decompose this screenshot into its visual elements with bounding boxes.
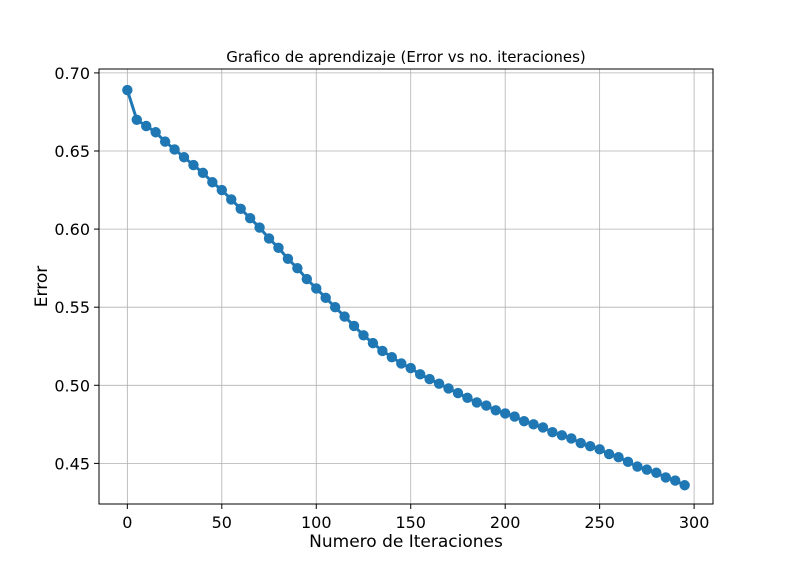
x-axis-ticks: 0 50 100 150 200 250 300 <box>122 504 709 532</box>
data-point <box>301 273 313 285</box>
data-point <box>122 84 133 96</box>
data-point <box>367 337 379 349</box>
data-point <box>424 373 435 385</box>
x-tick-label: 250 <box>584 513 615 532</box>
data-point <box>131 114 142 125</box>
y-tick-label: 0.45 <box>54 454 90 473</box>
y-tick-label: 0.70 <box>54 64 90 83</box>
y-tick-label: 0.65 <box>54 142 90 161</box>
data-point <box>405 362 416 374</box>
data-point <box>462 392 473 403</box>
data-point <box>594 444 605 455</box>
data-point <box>254 222 265 233</box>
data-point <box>197 167 209 179</box>
data-point <box>670 475 681 486</box>
data-point <box>433 378 445 389</box>
data-point <box>178 152 190 163</box>
x-tick-label: 50 <box>212 513 232 532</box>
data-point <box>150 127 161 138</box>
x-tick-label: 150 <box>395 513 426 532</box>
data-point <box>547 426 558 438</box>
data-point <box>528 419 539 430</box>
y-tick-label: 0.50 <box>54 376 90 395</box>
data-point <box>358 330 369 341</box>
data-point <box>159 136 171 147</box>
data-point <box>348 320 360 332</box>
y-tick-label: 0.60 <box>54 220 90 239</box>
data-point <box>207 177 218 188</box>
data-point <box>679 480 690 491</box>
data-point <box>320 292 331 304</box>
y-axis-label: Error <box>32 266 52 307</box>
data-point <box>585 441 596 452</box>
data-point <box>273 242 284 254</box>
data-point <box>169 144 180 155</box>
data-point <box>226 194 237 205</box>
x-tick-label: 100 <box>301 513 332 532</box>
data-point <box>263 233 275 244</box>
data-point <box>641 464 653 475</box>
data-point <box>339 311 350 322</box>
data-point <box>499 408 511 419</box>
data-point <box>537 422 549 433</box>
data-point <box>414 369 426 380</box>
data-point <box>566 433 577 444</box>
data-point <box>613 451 624 463</box>
data-point <box>377 345 388 357</box>
data-point <box>329 301 341 313</box>
x-tick-label: 0 <box>122 513 132 532</box>
data-point <box>651 467 662 478</box>
data-point <box>188 159 199 171</box>
plot-frame <box>98 68 714 505</box>
data-point <box>632 461 643 472</box>
grid-lines <box>99 69 713 504</box>
data-point <box>311 283 322 294</box>
y-axis-ticks: 0.45 0.50 0.55 0.60 0.65 0.70 <box>54 64 99 473</box>
chart-title: Grafico de aprendizaje (Error vs no. ite… <box>226 48 586 66</box>
data-point <box>235 203 246 214</box>
data-point <box>141 120 152 132</box>
data-point <box>216 184 227 196</box>
data-point <box>471 397 483 408</box>
series-line <box>122 84 690 491</box>
data-point <box>443 383 454 394</box>
data-point <box>660 472 671 483</box>
data-point <box>622 456 634 468</box>
data-point <box>575 437 586 449</box>
data-point <box>556 430 568 441</box>
data-point <box>509 411 520 422</box>
data-point <box>396 358 407 369</box>
data-point <box>518 416 530 427</box>
x-tick-label: 200 <box>490 513 521 532</box>
data-point <box>386 351 398 363</box>
data-point <box>292 262 303 274</box>
data-point <box>481 400 492 411</box>
x-tick-label: 300 <box>679 513 710 532</box>
y-tick-label: 0.55 <box>54 298 90 317</box>
x-axis-label: Numero de Iteraciones <box>309 532 503 552</box>
data-point <box>452 387 464 399</box>
data-point <box>244 212 256 224</box>
data-point <box>282 253 294 264</box>
data-point <box>603 448 615 460</box>
data-point <box>490 405 501 416</box>
